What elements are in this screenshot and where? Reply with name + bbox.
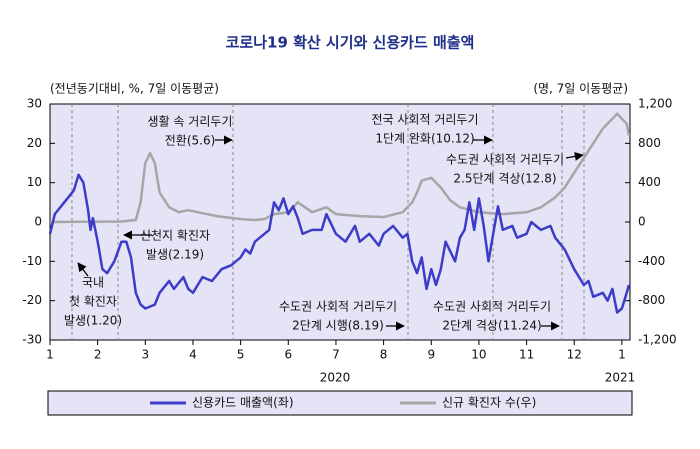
x-tick-label: 12: [567, 348, 582, 362]
legend: [47, 390, 633, 416]
y-tick-label: -10: [22, 254, 42, 268]
y-tick-label: 30: [27, 97, 42, 111]
y2-tick-label: -1,200: [638, 333, 677, 347]
annotation: 2단계 시행(8.19): [292, 318, 384, 333]
annotation: 생활 속 거리두기: [148, 115, 233, 129]
x-tick-label: 1: [618, 348, 626, 362]
x-tick-label: 4: [189, 348, 197, 362]
year-label: 2021: [605, 371, 636, 385]
y-tick-label: -20: [22, 293, 42, 307]
y2-tick-label: 1,200: [638, 97, 672, 111]
y2-tick-label: 800: [638, 136, 661, 150]
annotation: 발생(2.19): [146, 248, 204, 262]
x-tick-label: 11: [519, 348, 534, 362]
x-tick-label: 8: [380, 348, 388, 362]
series-line: [48, 173, 631, 314]
legend-label: 신용카드 매출액(좌): [192, 396, 294, 410]
y2-tick-label: 0: [638, 215, 646, 229]
x-tick-label: 3: [141, 348, 149, 362]
x-tick-label: 6: [284, 348, 292, 362]
y2-tick-label: 400: [638, 175, 661, 189]
x-tick-label: 10: [471, 348, 486, 362]
x-tick-label: 7: [332, 348, 340, 362]
legend-label: 신규 확진자 수(우): [442, 396, 536, 410]
annotation: 첫 확진자: [69, 295, 117, 309]
x-tick-label: 1: [46, 348, 54, 362]
annotation: 발생(1.20): [64, 314, 122, 328]
plot-area: [49, 103, 631, 341]
y-tick-label: -30: [22, 333, 42, 347]
y-tick-label: 20: [27, 136, 42, 150]
annotation: 수도권 사회적 거리두기: [433, 300, 551, 314]
x-tick-label: 9: [427, 348, 435, 362]
y2-tick-label: -800: [638, 293, 665, 307]
annotation-arrow: [565, 151, 584, 161]
y2-tick-label: -400: [638, 254, 665, 268]
y-tick-label: 0: [34, 215, 42, 229]
annotation: 2단계 격상(11.24): [442, 319, 541, 333]
annotation: 전환(5.6): [165, 134, 216, 148]
y-tick-label: 10: [27, 175, 42, 189]
y-axis-label: (전년동기대비, %, 7일 이동평균): [50, 82, 219, 96]
annotation: 1단계 완화(10.12): [375, 132, 474, 146]
series-line: [49, 112, 631, 224]
x-tick-label: 2: [94, 348, 102, 362]
annotation: 수도권 사회적 거리두기: [446, 153, 564, 167]
annotation: 전국 사회적 거리두기: [372, 113, 479, 127]
annotation-arrow: [77, 262, 89, 277]
x-tick-label: 5: [237, 348, 245, 362]
annotation: 수도권 사회적 거리두기: [279, 300, 397, 314]
chart-title: 코로나19 확산 시기와 신용카드 매출액: [226, 34, 475, 52]
year-label: 2020: [320, 371, 351, 385]
annotation: 신천지 확진자: [140, 228, 210, 243]
annotation: 2.5단계 격상(12.8): [453, 172, 556, 186]
y2-axis-label: (명, 7일 이동평균): [533, 82, 628, 96]
annotation: 국내: [82, 276, 104, 290]
